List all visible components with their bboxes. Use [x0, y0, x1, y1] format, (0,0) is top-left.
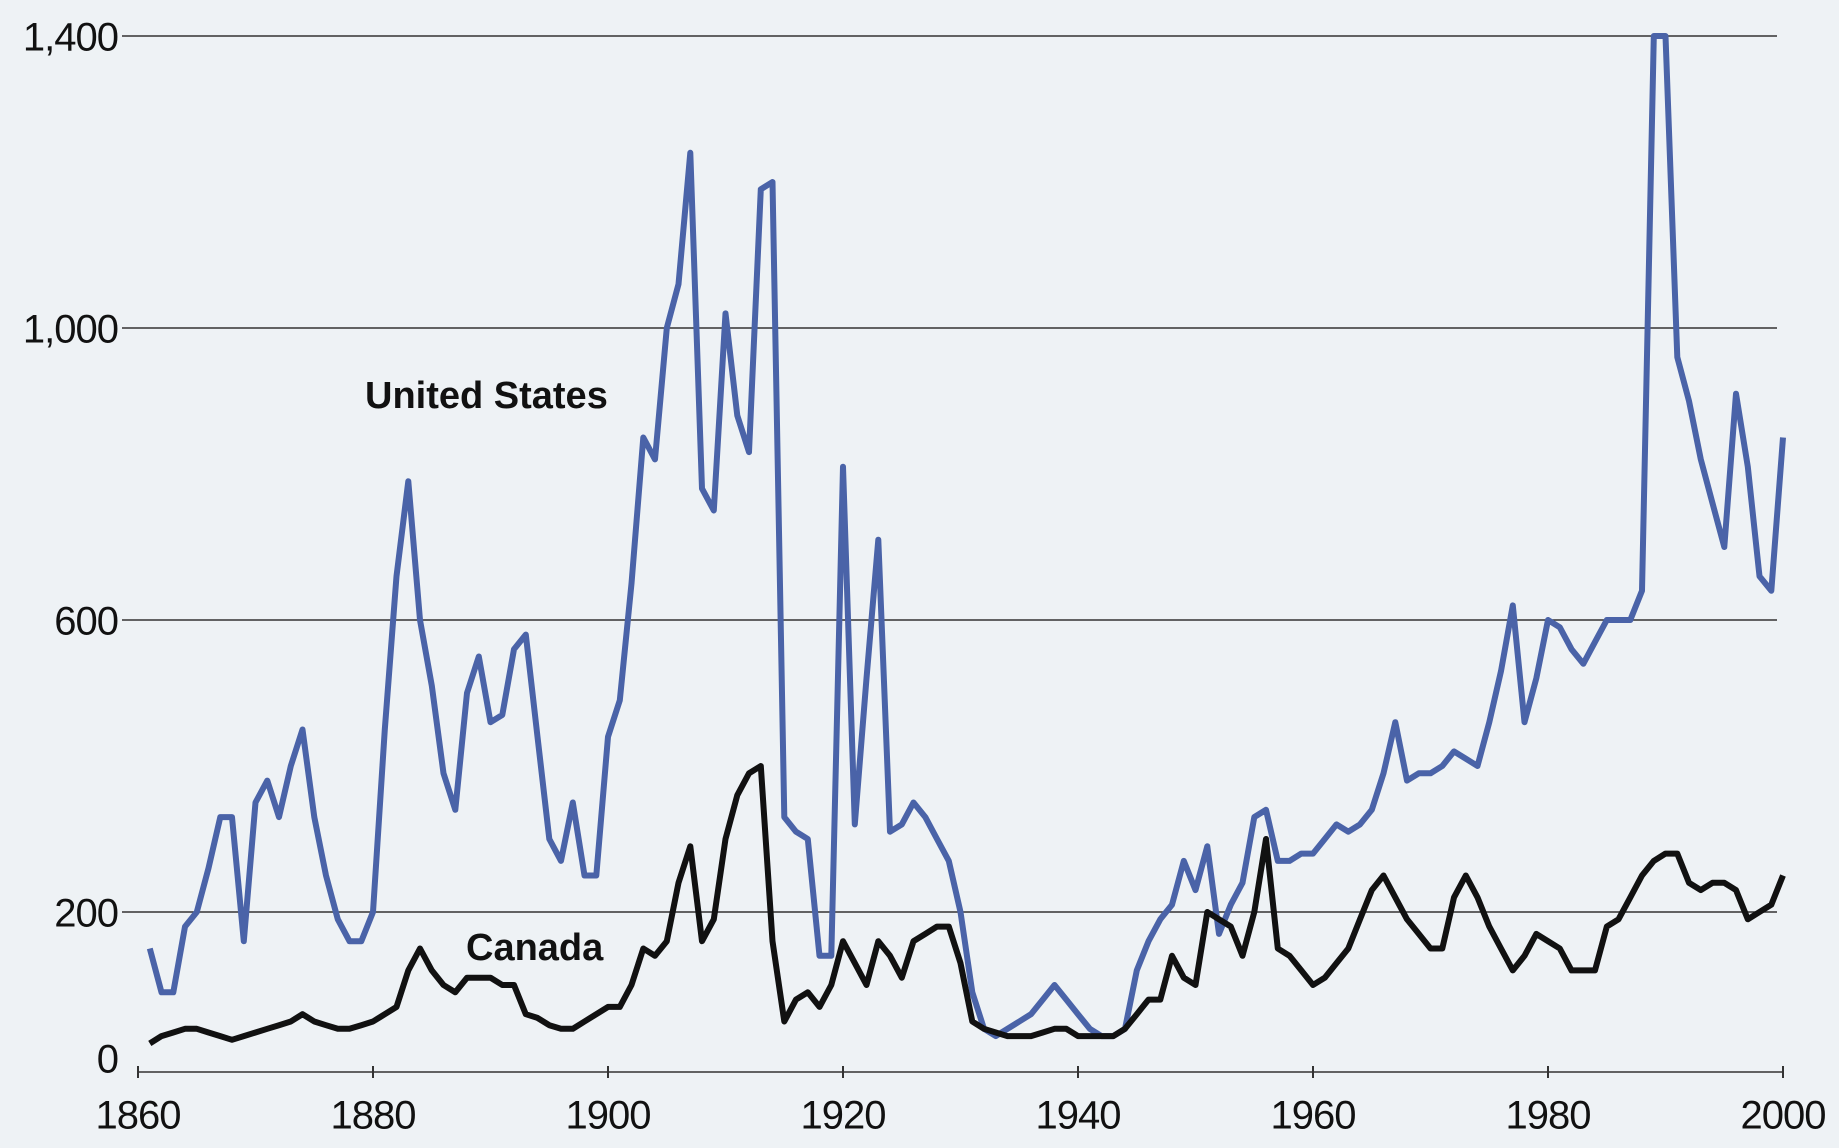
x-tick-label: 2000 [1741, 1094, 1826, 1138]
x-tick-label: 1920 [801, 1094, 886, 1138]
x-tick-label: 1860 [96, 1094, 181, 1138]
y-tick-label: 0 [97, 1038, 118, 1082]
y-tick-label: 600 [54, 600, 118, 644]
series-line [146, 33, 1786, 1040]
y-tick-label: 200 [54, 892, 118, 936]
series-line [148, 763, 1786, 1046]
x-tick-label: 1900 [566, 1094, 651, 1138]
x-tick-label: 1980 [1506, 1094, 1591, 1138]
y-tick-label: 1,400 [23, 16, 118, 60]
x-tick-label: 1940 [1036, 1094, 1121, 1138]
y-tick-label: 1,000 [23, 308, 118, 352]
x-tick-label: 1880 [331, 1094, 416, 1138]
series-label: Canada [466, 927, 604, 969]
series-label: United States [365, 375, 608, 417]
x-tick-label: 1960 [1271, 1094, 1356, 1138]
